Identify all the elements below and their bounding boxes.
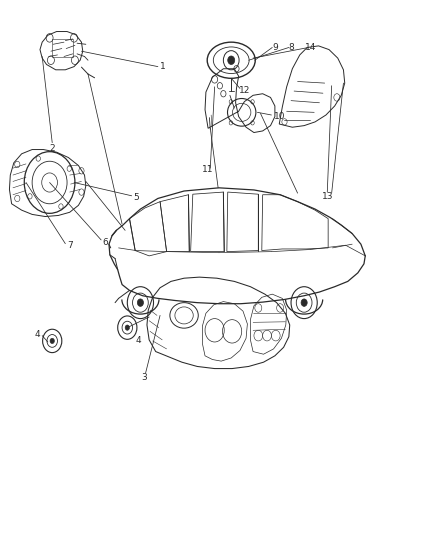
Text: 12: 12 [239, 85, 250, 94]
Text: 8: 8 [288, 43, 294, 52]
Text: 4: 4 [135, 336, 141, 345]
Circle shape [301, 299, 307, 306]
Text: 4: 4 [35, 330, 41, 339]
Text: 9: 9 [272, 43, 278, 52]
Circle shape [228, 56, 235, 64]
Text: 14: 14 [305, 43, 316, 52]
Text: 6: 6 [102, 238, 108, 247]
Text: 2: 2 [49, 144, 55, 153]
Text: 7: 7 [67, 241, 73, 250]
Circle shape [125, 325, 130, 330]
Text: 5: 5 [133, 193, 139, 202]
Circle shape [50, 338, 54, 344]
Text: 3: 3 [141, 373, 147, 382]
Text: 13: 13 [322, 192, 334, 201]
Circle shape [138, 299, 144, 306]
Text: 10: 10 [274, 112, 286, 121]
Text: 1: 1 [160, 62, 166, 71]
Text: 11: 11 [202, 165, 214, 174]
